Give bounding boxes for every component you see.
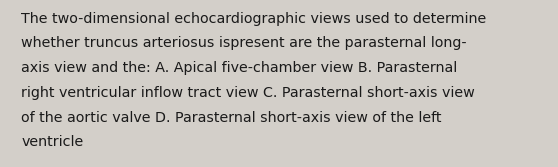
Text: of the aortic valve D. Parasternal short-axis view of the left: of the aortic valve D. Parasternal short… xyxy=(21,111,442,125)
Text: whether truncus arteriosus ispresent are the parasternal long-: whether truncus arteriosus ispresent are… xyxy=(21,36,467,50)
Text: right ventricular inflow tract view C. Parasternal short-axis view: right ventricular inflow tract view C. P… xyxy=(21,86,475,100)
Text: ventricle: ventricle xyxy=(21,135,84,149)
Text: axis view and the: A. Apical five-chamber view B. Parasternal: axis view and the: A. Apical five-chambe… xyxy=(21,61,458,75)
Text: The two-dimensional echocardiographic views used to determine: The two-dimensional echocardiographic vi… xyxy=(21,12,487,26)
